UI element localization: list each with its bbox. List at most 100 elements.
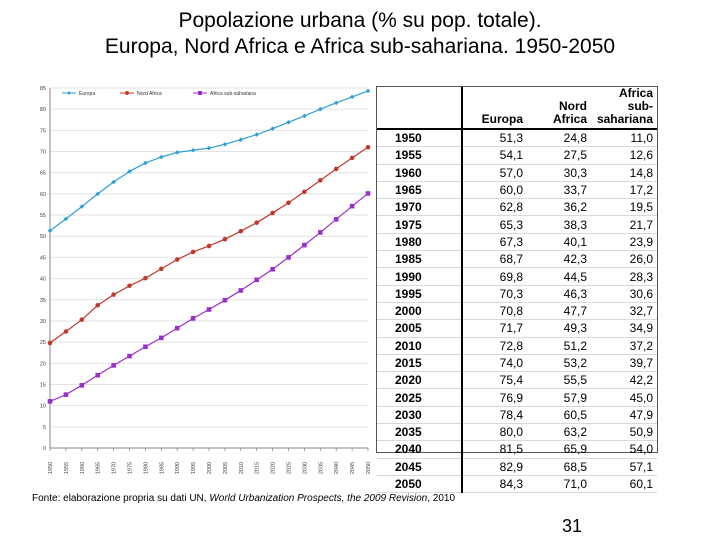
table-row: 2035 80,0 63,2 50,9 bbox=[377, 423, 657, 442]
table-cell-year: 1955 bbox=[377, 146, 463, 165]
series-line-2 bbox=[49, 192, 369, 402]
table-cell-year: 2035 bbox=[377, 423, 463, 442]
table-cell-value: 68,7 bbox=[462, 250, 527, 269]
table-cell-value: 34,9 bbox=[591, 319, 657, 338]
table-cell-value: 19,5 bbox=[591, 198, 657, 217]
table-cell-value: 55,5 bbox=[527, 371, 591, 390]
table-row: 2050 84,3 71,0 60,1 bbox=[377, 475, 657, 494]
table-cell-value: 78,4 bbox=[462, 406, 527, 425]
data-point bbox=[111, 292, 116, 297]
table-row: 1995 70,3 46,3 30,6 bbox=[377, 285, 657, 303]
table-cell-year: 2015 bbox=[377, 354, 463, 373]
y-tick-label: 70 bbox=[40, 150, 46, 156]
table-cell-value: 68,5 bbox=[527, 458, 591, 476]
table-cell-year: 2010 bbox=[377, 337, 463, 355]
data-point bbox=[63, 329, 69, 334]
table-cell-value: 50,9 bbox=[591, 423, 657, 442]
y-tick-label: 5 bbox=[43, 425, 46, 431]
table-cell-value: 26,0 bbox=[591, 250, 657, 269]
table-cell-value: 67,3 bbox=[462, 233, 527, 252]
x-tick-label: 1995 bbox=[191, 462, 197, 474]
table-cell-year: 1985 bbox=[377, 250, 463, 269]
x-tick-label: 2050 bbox=[366, 462, 372, 474]
legend-marker bbox=[67, 91, 71, 95]
x-tick-label: 2030 bbox=[302, 462, 308, 474]
table-row: 2010 72,8 51,2 37,2 bbox=[377, 337, 657, 355]
table-cell-value: 36,2 bbox=[527, 198, 591, 217]
data-point bbox=[190, 316, 196, 321]
table-cell-year: 1965 bbox=[377, 181, 463, 200]
data-point bbox=[349, 203, 355, 209]
data-point bbox=[47, 399, 53, 404]
data-point bbox=[365, 144, 371, 150]
table-row: 2025 76,9 57,9 45,0 bbox=[377, 388, 657, 407]
data-point bbox=[190, 147, 196, 153]
table-cell-value: 30,6 bbox=[591, 285, 657, 303]
data-point bbox=[111, 363, 116, 368]
data-point bbox=[333, 166, 339, 172]
data-table: Europa Nord Africa Africa sub-sahariana … bbox=[377, 87, 657, 494]
table-cell-year: 2045 bbox=[377, 458, 463, 476]
data-point bbox=[365, 191, 371, 196]
table-row: 2040 81,5 65,9 54,0 bbox=[377, 440, 657, 459]
legend-label: Europa bbox=[79, 91, 95, 97]
y-tick-label: 40 bbox=[40, 277, 46, 283]
table-cell-value: 51,3 bbox=[462, 129, 527, 148]
data-point bbox=[127, 283, 132, 289]
data-point bbox=[238, 137, 244, 142]
table-cell-year: 2000 bbox=[377, 302, 463, 321]
x-tick-label: 1950 bbox=[48, 462, 54, 474]
table-cell-value: 60,0 bbox=[462, 181, 527, 200]
table-cell-value: 57,0 bbox=[462, 164, 527, 182]
table-cell-value: 17,2 bbox=[591, 181, 657, 200]
data-point bbox=[79, 317, 85, 322]
legend-marker bbox=[198, 91, 202, 95]
data-point bbox=[63, 216, 69, 222]
table-row: 2000 70,8 47,7 32,7 bbox=[377, 302, 657, 321]
table-cell-value: 40,1 bbox=[527, 233, 591, 252]
table-header-year bbox=[377, 87, 463, 130]
table-cell-value: 70,8 bbox=[462, 302, 527, 321]
data-point bbox=[47, 228, 53, 234]
x-tick-label: 2040 bbox=[334, 462, 340, 474]
data-point bbox=[63, 392, 69, 397]
y-tick-label: 55 bbox=[40, 213, 46, 219]
data-point bbox=[143, 160, 148, 166]
table-header-row: Europa Nord Africa Africa sub-sahariana bbox=[377, 87, 657, 130]
data-point bbox=[254, 277, 259, 283]
table-cell-value: 12,6 bbox=[591, 146, 657, 165]
table-cell-value: 47,9 bbox=[591, 406, 657, 425]
data-point bbox=[143, 275, 148, 281]
x-tick-label: 1985 bbox=[159, 462, 165, 474]
data-point bbox=[222, 297, 228, 303]
data-point bbox=[270, 266, 275, 272]
table-cell-year: 2030 bbox=[377, 406, 463, 425]
table-cell-value: 57,1 bbox=[591, 458, 657, 476]
data-point bbox=[333, 216, 339, 222]
legend-marker bbox=[125, 91, 129, 95]
title-line-2: Europa, Nord Africa e Africa sub-saharia… bbox=[104, 35, 616, 58]
data-point bbox=[349, 155, 355, 161]
table-cell-value: 38,3 bbox=[527, 215, 591, 234]
x-tick-label: 1990 bbox=[175, 462, 181, 474]
table-cell-value: 62,8 bbox=[462, 198, 527, 217]
slide-title: Popolazione urbana (% su pop. totale). E… bbox=[0, 8, 720, 60]
data-point bbox=[302, 242, 307, 248]
x-tick-label: 1975 bbox=[128, 462, 134, 474]
table-cell-value: 27,5 bbox=[527, 146, 591, 165]
source-suffix: , 2010 bbox=[427, 493, 456, 504]
y-tick-label: 30 bbox=[40, 319, 46, 325]
data-point bbox=[127, 353, 132, 359]
data-point bbox=[286, 120, 291, 125]
data-point bbox=[95, 191, 100, 197]
data-point bbox=[318, 178, 323, 183]
y-tick-label: 25 bbox=[40, 340, 46, 346]
table-cell-year: 2020 bbox=[377, 371, 463, 390]
data-point bbox=[111, 179, 116, 185]
data-point bbox=[206, 145, 212, 151]
table-cell-value: 24,8 bbox=[527, 129, 591, 148]
y-tick-label: 60 bbox=[40, 192, 46, 198]
table-cell-value: 60,1 bbox=[591, 475, 657, 494]
table-cell-value: 37,2 bbox=[591, 337, 657, 355]
